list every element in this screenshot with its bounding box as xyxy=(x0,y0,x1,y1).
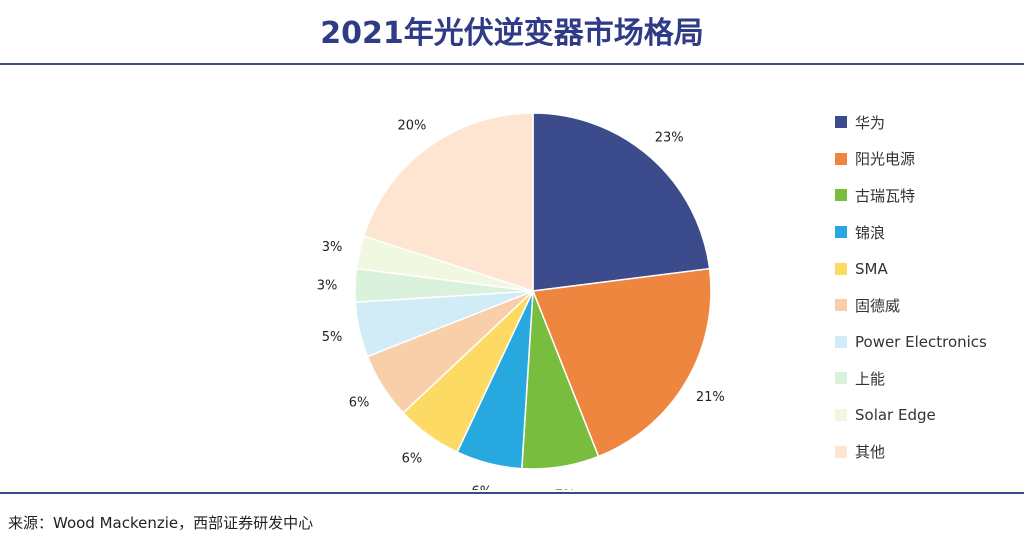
legend-label: Power Electronics xyxy=(855,332,987,351)
legend-label: SMA xyxy=(855,259,888,278)
chart-legend: 华为阳光电源古瑞瓦特锦浪 SMA 固德威 Power Electronics 上能 Sol… xyxy=(835,104,987,470)
legend-label: 固德威 xyxy=(855,296,901,315)
legend-label: 古瑞瓦特 xyxy=(855,186,916,205)
slice-label-9: 20% xyxy=(397,118,426,133)
legend-label: 其他 xyxy=(855,443,886,462)
chart-title: 2021年光伏逆变器市场格局 xyxy=(320,16,704,51)
slice-label-8: 3% xyxy=(322,240,343,255)
legend-label: 华为 xyxy=(855,113,886,132)
slice-label-4: 6% xyxy=(402,452,423,467)
legend-swatch xyxy=(835,226,847,239)
slice-label-5: 6% xyxy=(349,395,370,410)
legend-item-1: 阳光电源 xyxy=(835,141,987,178)
legend-swatch xyxy=(835,372,847,385)
legend-swatch xyxy=(835,409,847,422)
pie-chart: 23% 21% 7% 6% 6% 6% 5% 3% 3% 20% xyxy=(317,112,725,491)
legend-item-3: 锦浪 xyxy=(835,214,987,251)
top-divider xyxy=(0,63,1024,65)
slice-label-1: 21% xyxy=(696,390,725,405)
legend-label: Solar Edge xyxy=(855,406,936,425)
slice-label-6: 5% xyxy=(322,330,343,345)
pie-slice-1 xyxy=(531,267,712,458)
legend-item-2: 古瑞瓦特 xyxy=(835,177,987,214)
legend-swatch xyxy=(835,116,847,129)
legend-label: 阳光电源 xyxy=(855,150,916,169)
slice-label-3: 6% xyxy=(471,485,492,491)
bottom-divider xyxy=(0,492,1024,494)
pie-slice-0 xyxy=(532,112,711,292)
legend-item-5: 固德威 xyxy=(835,287,987,324)
legend-swatch xyxy=(835,335,847,348)
legend-label: 上能 xyxy=(855,369,886,388)
legend-item-4: SMA xyxy=(835,250,987,287)
slice-label-7: 3% xyxy=(317,279,338,294)
legend-swatch xyxy=(835,262,847,275)
legend-item-9: 其他 xyxy=(835,433,987,470)
slice-label-0: 23% xyxy=(655,131,684,146)
slice-label-2: 7% xyxy=(555,489,576,491)
legend-item-7: 上能 xyxy=(835,360,987,397)
legend-item-8: Solar Edge xyxy=(835,397,987,434)
legend-label: 锦浪 xyxy=(855,223,886,242)
legend-swatch xyxy=(835,299,847,312)
legend-item-6: Power Electronics xyxy=(835,324,987,361)
legend-swatch xyxy=(835,152,847,165)
legend-swatch xyxy=(835,445,847,458)
pie-slice-9 xyxy=(362,112,534,293)
legend-swatch xyxy=(835,189,847,202)
source-note: 来源：Wood Mackenzie，西部证券研发中心 xyxy=(8,514,314,532)
legend-item-0: 华为 xyxy=(835,104,987,141)
